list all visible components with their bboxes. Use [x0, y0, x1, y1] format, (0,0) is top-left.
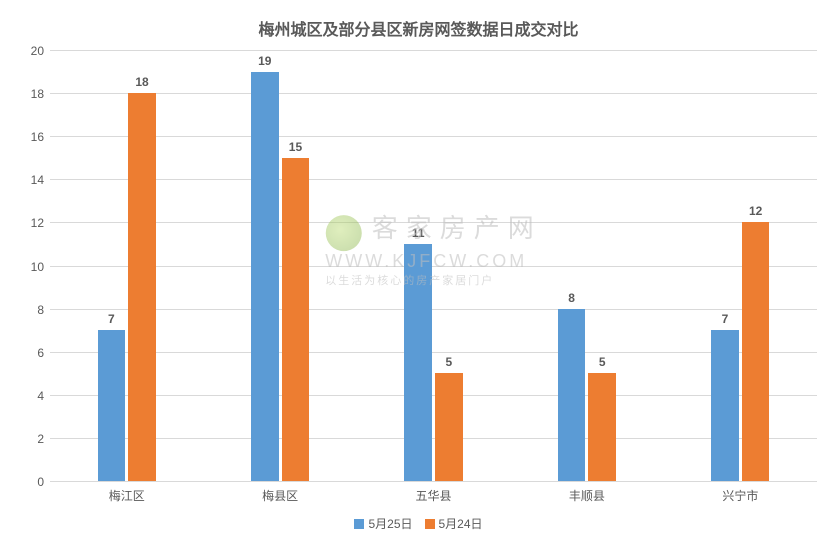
bar-value-label: 5	[588, 355, 616, 369]
bar: 11	[404, 244, 432, 481]
xtick-label: 丰顺县	[510, 487, 663, 504]
ytick-label: 14	[31, 173, 44, 187]
legend: 5月25日 5月24日	[0, 515, 837, 532]
bar-value-label: 7	[711, 312, 739, 326]
ytick-label: 4	[37, 389, 44, 403]
bar: 18	[128, 93, 156, 481]
plot-area: 02468101214161820 718梅江区1915梅县区115五华县85丰…	[50, 50, 817, 482]
chart-container: 梅州城区及部分县区新房网签数据日成交对比 0 2 4 6 8 10 12 14 16 18 20 7…	[0, 0, 837, 542]
bar-value-label: 19	[251, 54, 279, 68]
bar-value-label: 12	[742, 204, 770, 218]
bar-group: 1915梅县区	[203, 50, 356, 481]
ytick-label: 18	[31, 87, 44, 101]
legend-label: 5月24日	[439, 515, 483, 532]
ytick-label: 10	[31, 260, 44, 274]
xtick-label: 梅江区	[50, 487, 203, 504]
bar-group: 115五华县	[357, 50, 510, 481]
bar-value-label: 15	[282, 140, 310, 154]
bar-group: 85丰顺县	[510, 50, 663, 481]
legend-swatch	[354, 519, 364, 529]
bar: 12	[742, 222, 770, 481]
ytick-label: 2	[37, 432, 44, 446]
bar-value-label: 5	[435, 355, 463, 369]
bars-area: 718梅江区1915梅县区115五华县85丰顺县712兴宁市	[50, 50, 817, 481]
ytick-label: 20	[31, 44, 44, 58]
ytick-label: 0	[37, 475, 44, 489]
xtick-label: 五华县	[357, 487, 510, 504]
xtick-label: 梅县区	[203, 487, 356, 504]
bar: 5	[588, 373, 616, 481]
bar-value-label: 8	[558, 291, 586, 305]
legend-swatch	[425, 519, 435, 529]
ytick-label: 16	[31, 130, 44, 144]
chart-title: 梅州城区及部分县区新房网签数据日成交对比	[0, 0, 837, 44]
bar-group: 712兴宁市	[664, 50, 817, 481]
bar-value-label: 18	[128, 75, 156, 89]
ytick-label: 12	[31, 216, 44, 230]
bar-value-label: 7	[98, 312, 126, 326]
bar: 8	[558, 309, 586, 481]
bar-group: 718梅江区	[50, 50, 203, 481]
ytick-label: 6	[37, 346, 44, 360]
xtick-label: 兴宁市	[664, 487, 817, 504]
legend-item: 5月25日	[354, 515, 412, 532]
bar: 7	[98, 330, 126, 481]
ytick-label: 8	[37, 303, 44, 317]
gridline: 0	[50, 481, 817, 482]
bar: 7	[711, 330, 739, 481]
bar-value-label: 11	[404, 226, 432, 240]
bar: 15	[282, 158, 310, 481]
legend-item: 5月24日	[425, 515, 483, 532]
bar: 19	[251, 72, 279, 481]
legend-label: 5月25日	[368, 515, 412, 532]
bar: 5	[435, 373, 463, 481]
